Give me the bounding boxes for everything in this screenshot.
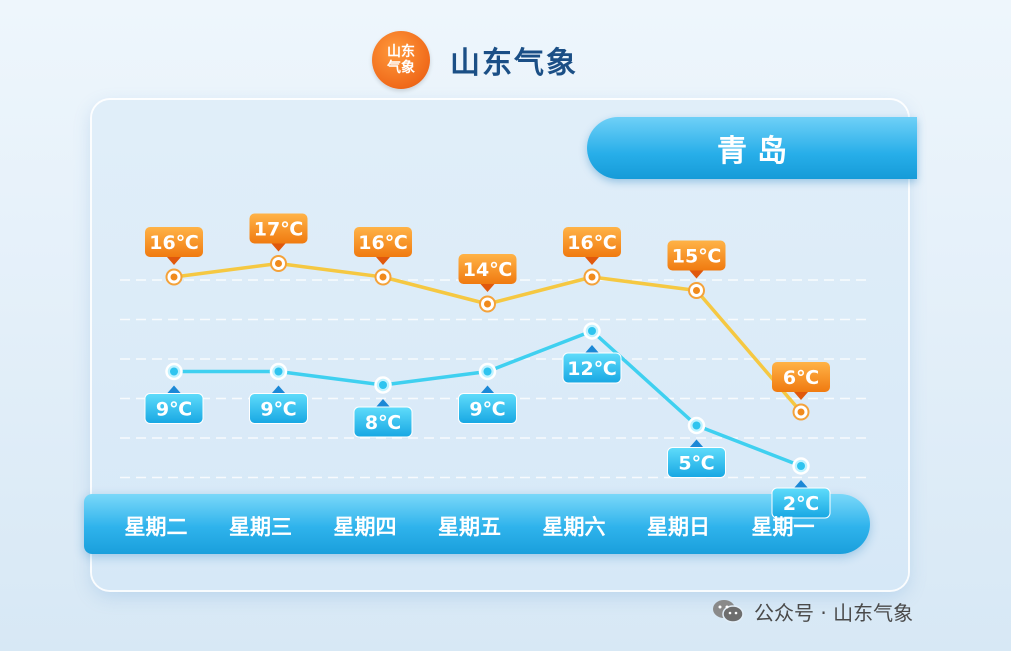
low-temp-label: 9℃ — [156, 399, 192, 421]
day-label: 星期四 — [334, 515, 397, 539]
high-temp-point-core — [693, 287, 700, 294]
low-temp-badge — [353, 406, 413, 438]
day-label: 星期三 — [229, 515, 292, 539]
high-temp-point-core — [588, 273, 596, 281]
high-temp-badge — [354, 227, 412, 257]
low-temp-badge — [458, 393, 517, 424]
low-temp-badge — [249, 393, 308, 424]
high-temp-badge-pointer — [271, 243, 286, 252]
low-temp-point-core — [274, 367, 283, 376]
low-temp-badge-pointer — [585, 345, 599, 353]
high-temp-point-core — [797, 408, 805, 416]
low-temp-point-core — [692, 421, 701, 430]
day-label: 星期二 — [125, 515, 188, 539]
high-temp-label: 14℃ — [463, 259, 512, 281]
high-temp-point-core — [379, 273, 387, 281]
high-temp-badge — [563, 227, 621, 257]
low-temp-point-core — [379, 381, 387, 389]
low-temp-badge-pointer — [689, 439, 704, 448]
low-temp-badge-pointer — [794, 480, 808, 488]
high-temp-label: 16℃ — [567, 232, 616, 254]
day-label: 星期一 — [752, 515, 815, 539]
low-temp-point-core — [483, 367, 492, 376]
footer-text: 公众号 · 山东气象 — [754, 600, 914, 625]
wechat-icon — [713, 600, 744, 623]
low-temp-label: 8℃ — [365, 412, 401, 434]
low-temp-point-core — [170, 367, 178, 376]
city-name: 青岛 — [717, 134, 797, 169]
high-temp-badge-pointer — [167, 257, 181, 265]
brand-header: 山东 气象 山东气象 — [372, 30, 578, 90]
low-temp-badge — [667, 447, 726, 478]
high-temp-badge — [667, 240, 726, 271]
high-temp-label: 16℃ — [149, 232, 198, 254]
footer: 公众号 · 山东气象 — [712, 596, 913, 626]
high-temp-badge — [145, 227, 203, 257]
high-temp-label: 17℃ — [254, 219, 303, 241]
day-label: 星期五 — [438, 515, 501, 539]
logo-text-top: 山东 — [387, 44, 415, 60]
high-temp-badge-pointer — [376, 257, 390, 265]
high-temp-point-core — [170, 273, 178, 281]
day-bar — [84, 494, 870, 554]
high-temp-badge-pointer — [585, 257, 599, 265]
day-label: 星期六 — [543, 515, 606, 539]
city-tab: 青岛 — [587, 117, 917, 179]
low-temp-label: 5℃ — [678, 453, 714, 475]
low-temp-badge-pointer — [480, 385, 495, 394]
high-temp-label: 6℃ — [783, 367, 819, 389]
high-temp-badge — [772, 362, 830, 392]
low-temp-badge — [144, 393, 204, 424]
day-label: 星期日 — [647, 515, 710, 539]
low-temp-point-core — [588, 327, 596, 335]
high-temp-point-core — [484, 300, 491, 308]
low-temp-label: 9℃ — [469, 399, 505, 421]
low-temp-badge — [771, 487, 831, 519]
high-temp-badge-pointer — [480, 284, 495, 292]
low-temp-badge — [562, 352, 622, 384]
low-temp-label: 12℃ — [567, 358, 616, 380]
high-temp-label: 15℃ — [672, 246, 721, 268]
low-temp-badge-pointer — [376, 399, 390, 407]
high-temp-badge — [458, 254, 517, 284]
low-temp-badge-pointer — [271, 385, 286, 394]
low-temp-point-core — [797, 462, 805, 470]
logo: 山东 气象 — [372, 31, 430, 89]
high-temp-badge-pointer — [689, 270, 704, 279]
low-temp-label: 2℃ — [783, 493, 819, 515]
high-temp-badge-pointer — [794, 392, 808, 400]
logo-text-bottom: 气象 — [387, 60, 415, 76]
high-temp-label: 16℃ — [358, 232, 407, 254]
high-temp-point-core — [275, 260, 282, 267]
brand-title: 山东气象 — [450, 46, 578, 81]
high-temp-badge — [249, 213, 308, 244]
low-temp-badge-pointer — [167, 385, 181, 394]
low-temp-label: 9℃ — [260, 399, 296, 421]
